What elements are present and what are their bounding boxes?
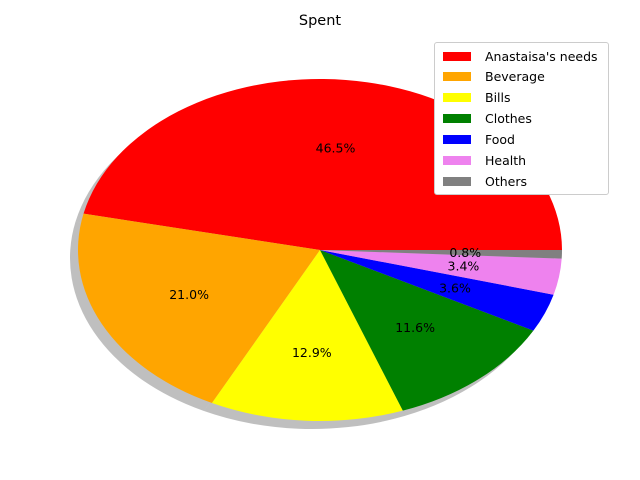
legend-label: Beverage [485,69,545,85]
legend-label: Health [485,153,527,168]
legend-label: Anastaisa's needs [485,48,598,64]
pie-label-beverage: 21.0% [169,287,209,302]
legend-item-beverage: Beverage [443,67,545,87]
pie-labels: 46.5% 21.0% 12.9% 11.6% 3.6% 3.4%0.8% [169,141,481,360]
pie-label-food: 3.6% [439,280,471,295]
pie-wedges [77,78,563,422]
pie-label-others: 0.8% [449,245,481,260]
legend-swatch [443,72,471,82]
legend-swatch [443,93,471,103]
legend-swatch [443,156,471,165]
legend-item-food: Food [443,130,515,150]
legend: Anastaisa's needs Beverage Bills Clothes Foo… [434,42,609,195]
legend-item-bills: Bills [443,88,511,108]
pie-label-anastaisa-s-needs: 46.5% [316,141,356,156]
legend-swatch [443,176,471,186]
pie-label-clothes: 11.6% [395,320,435,335]
legend-item-clothes: Clothes [443,109,532,129]
pie-slice-beverage [77,213,320,404]
legend-item-health: Health [443,151,526,171]
pie-label-bills: 12.9% [292,345,332,360]
legend-item-others: Others [443,171,527,191]
chart-title: Spent [298,13,342,29]
legend-swatch [443,114,471,124]
legend-swatch [443,135,471,145]
legend-label: Clothes [485,111,532,127]
legend-label: Others [485,173,528,189]
pie-slice-clothes [320,250,534,411]
legend-item-anastaisa-s-needs: Anastaisa's needs [443,46,598,66]
pie-slice-food [320,250,554,331]
pie-slice-others [320,250,562,259]
pie-slice-bills [211,250,403,422]
legend-label: Food [485,132,515,148]
pie-slice-health [320,250,562,295]
legend-label: Bills [485,90,511,106]
pie-label-health: 3.4% [448,259,480,274]
legend-swatch [443,51,471,61]
